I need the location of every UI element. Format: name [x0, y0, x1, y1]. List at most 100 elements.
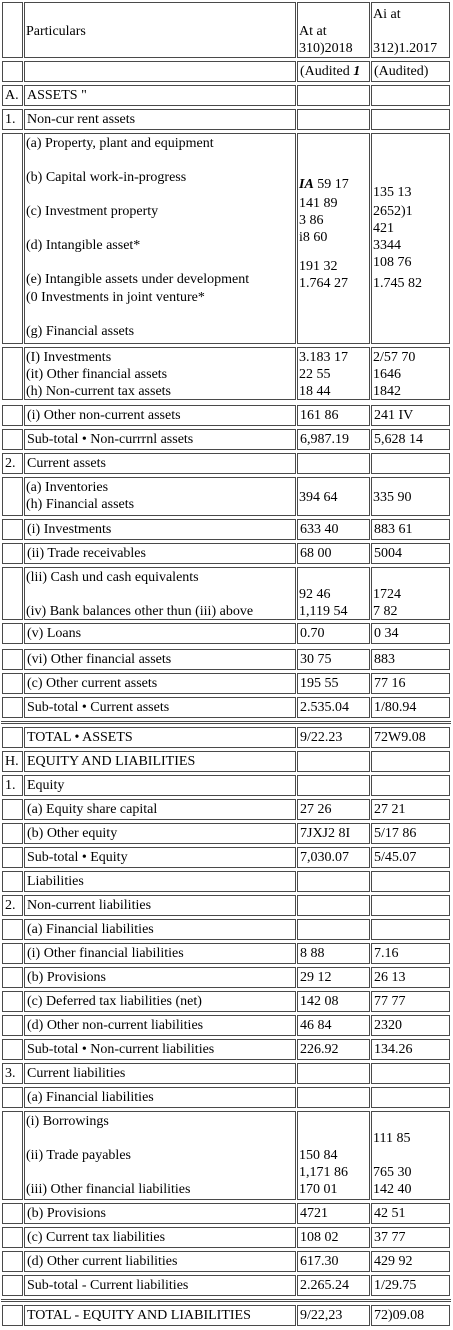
trade-receivables-no [2, 543, 23, 564]
noncurrent-group1-values-2017: 135 13 2652)1 421 3344 108 76 1.745 82 [371, 133, 450, 344]
loans-value-2018: 0.70 [297, 623, 370, 644]
inventories-row-label-1: (h) Financial assets [26, 497, 135, 512]
noncurrent-group1-label-0: (a) Property, plant and equipment [26, 136, 214, 151]
other-noncurrent-liabilities-value-2018: 46 84 [297, 1015, 370, 1036]
noncurrent-group1-value-2017-3: 3344 [373, 238, 401, 253]
assets-section-no: A. [2, 85, 23, 106]
inventories-value-2017: 335 90 [373, 490, 412, 505]
equity-heading-label: Equity [24, 775, 296, 796]
other-current-liabilities-value-2017: 429 92 [371, 1251, 450, 1272]
subtotal-current-liabilities-value-2018: 2.265.24 [297, 1275, 370, 1296]
noncurrent-group1-label-5: (0 Investments in joint venture* [26, 290, 205, 305]
other-equity-value-2017: 5/17 86 [371, 823, 450, 844]
noncurrent-group2-value-2018-0: 3.183 17 [299, 350, 348, 365]
noncurrent-group2-label-2: (h) Non-current tax assets [26, 384, 172, 399]
header-col-2017-line2: 312)1.2017 [373, 41, 438, 56]
trade-receivables-value-2017: 5004 [371, 543, 450, 564]
noncurrent-group2-label-1: (it) Other financial assets [26, 367, 168, 382]
total-equity-and-liabilities-value-2018: 9/22,23 [297, 1305, 370, 1326]
equity-liabilities-section-label: EQUITY AND LIABILITIES [24, 751, 296, 772]
noncurrent-group2-labels: (I) Investments (it) Other financial asse… [24, 347, 296, 400]
other-current-assets-value-2018: 195 55 [297, 673, 370, 694]
deferred-tax-liabilities-label: (c) Deferred tax liabilities (net) [24, 991, 296, 1012]
noncurrent-group1-value-2017-0: 135 13 [373, 185, 412, 200]
other-current-financial-assets-label: (vi) Other financial assets [24, 649, 296, 670]
noncurrent-group1-value-2018-0: IA 59 17 [299, 176, 349, 193]
trade-receivables-label: (ii) Trade receivables [24, 543, 296, 564]
noncurrent-assets-heading-value-2017 [371, 109, 450, 130]
equity-share-capital-no [2, 799, 23, 820]
noncurrent-group1-values-2018: 141 89 3 86 i8 60 191 32 1.764 27 IA 59 17 [297, 133, 370, 344]
loans-value-2017: 0 34 [371, 623, 450, 644]
current-provisions-label: (b) Provisions [24, 1203, 296, 1224]
current-investments-no [2, 519, 23, 540]
subtotal-current-assets-value-2017: 1/80.94 [371, 697, 450, 718]
noncurrent-group2-no [2, 347, 23, 400]
noncurrent-liabilities-heading-no: 2. [2, 895, 23, 916]
inventories-row-labels: (a) Inventories (h) Financial assets [24, 477, 296, 516]
audit-particulars-cell [24, 61, 296, 82]
noncurrent-group2-values-2018: 3.183 17 22 55 18 44 [297, 347, 370, 400]
current-financial-liabilities-row-label-1: (ii) Trade payables [26, 1148, 131, 1163]
current-financial-liabilities-heading-value-2017 [371, 1087, 450, 1108]
equity-heading-value-2017 [371, 775, 450, 796]
current-tax-liabilities-label: (c) Current tax liabilities [24, 1227, 296, 1248]
current-investments-value-2017: 883 61 [371, 519, 450, 540]
equity-share-capital-value-2017: 27 21 [371, 799, 450, 820]
subtotal-current-assets-value-2018: 2.535.04 [297, 697, 370, 718]
subtotal-noncurrent-liabilities-value-2017: 134.26 [371, 1039, 450, 1060]
noncurrent-group1-value-2018-0-mark: IA [299, 177, 314, 192]
current-financial-liabilities-row-label-0: (i) Borrowings [26, 1114, 109, 1129]
cash-row-label-0: (lii) Cash und cash equivalents [26, 570, 199, 585]
subtotal-noncurrent-liabilities-no [2, 1039, 23, 1060]
cash-row-value-2018-1: 1,119 54 [299, 604, 348, 619]
noncurrent-liabilities-heading-value-2017 [371, 895, 450, 916]
cash-row-value-2017-1: 7 82 [373, 604, 398, 619]
noncurrent-group2-label-0: (I) Investments [26, 350, 112, 365]
noncurrent-liabilities-heading-value-2018 [297, 895, 370, 916]
noncurrent-group1-no [2, 133, 23, 344]
noncurrent-group2-value-2017-0: 2/57 70 [373, 350, 416, 365]
audit-status-2018-mark: 1 [353, 64, 361, 79]
cash-row-value-2018-0: 92 46 [299, 587, 331, 602]
assets-double-rule-1 [1, 723, 451, 724]
current-investments-label: (i) Investments [24, 519, 296, 540]
current-assets-heading-no: 2. [2, 453, 23, 474]
subtotal-current-liabilities-label: Sub-total - Current liabilities [24, 1275, 296, 1296]
current-financial-liabilities-row-value-2017-2: 142 40 [373, 1182, 412, 1197]
noncurrent-group2-value-2018-2: 18 44 [299, 384, 331, 399]
noncurrent-group1-value-2018-2: i8 60 [299, 230, 328, 245]
current-tax-liabilities-no [2, 1227, 23, 1248]
total-assets-label: TOTAL • ASSETS [24, 727, 296, 748]
liabilities-heading-value-2017 [371, 871, 450, 892]
audit-status-2018-text: (Audited [300, 64, 354, 79]
subtotal-noncurrent-liabilities-value-2018: 226.92 [297, 1039, 370, 1060]
subtotal-equity-value-2018: 7,030.07 [297, 847, 370, 868]
total-assets-value-2017: 72W9.08 [371, 727, 450, 748]
other-current-liabilities-value-2018: 617.30 [297, 1251, 370, 1272]
current-provisions-no [2, 1203, 23, 1224]
equity-liabilities-section-no: H. [2, 751, 23, 772]
current-financial-liabilities-row-no [2, 1111, 23, 1200]
cash-row-values-2018: 92 46 1,119 54 [297, 567, 370, 620]
noncurrent-financial-liabilities-heading-value-2017 [371, 919, 450, 940]
noncurrent-group1-value-2017-1: 2652)1 [373, 204, 413, 219]
subtotal-current-liabilities-no [2, 1275, 23, 1296]
assets-section-label: ASSETS " [24, 85, 296, 106]
noncurrent-group1-label-3: (d) Intangible asset* [26, 238, 141, 253]
header-particulars: Particulars [24, 2, 296, 58]
noncurrent-financial-liabilities-heading-no [2, 919, 23, 940]
noncurrent-other-financial-liabilities-no [2, 943, 23, 964]
noncurrent-other-financial-liabilities-label: (i) Other financial liabilities [24, 943, 296, 964]
current-financial-liabilities-row-value-2017-1: 765 30 [373, 1165, 412, 1180]
inventories-row-values-2017: 335 90 [371, 477, 450, 516]
equity-liabilities-section-value-2018 [297, 751, 370, 772]
deferred-tax-liabilities-value-2017: 77 77 [371, 991, 450, 1012]
noncurrent-liabilities-heading-label: Non-current liabilities [24, 895, 296, 916]
inventories-value-2018: 394 64 [299, 490, 338, 505]
other-equity-label: (b) Other equity [24, 823, 296, 844]
noncurrent-provisions-label: (b) Provisions [24, 967, 296, 988]
noncurrent-group1-label-4: (e) Intangible assets under development [26, 272, 250, 287]
noncurrent-group1-value-2018-0-number: 59 17 [317, 177, 349, 192]
total-equity-and-liabilities-no [2, 1305, 23, 1326]
